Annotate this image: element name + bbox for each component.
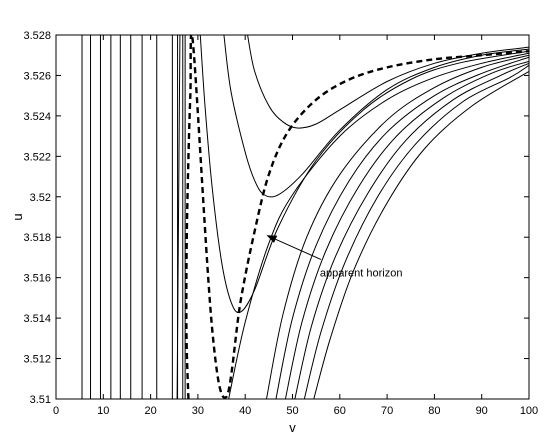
series-curve-6 xyxy=(275,56,529,399)
x-tick-label: 90 xyxy=(476,405,488,417)
x-tick-label: 70 xyxy=(381,405,393,417)
x-tick-label: 40 xyxy=(239,405,251,417)
y-tick-label: 3.512 xyxy=(23,354,51,366)
y-tick-label: 3.526 xyxy=(23,70,51,82)
series-curve-7 xyxy=(284,60,529,399)
tick-labels: 0 10 20 30 40 50 60 70 80 90 100 3.51 3.512 3.514 3.51… xyxy=(23,30,538,417)
apparent-horizon-curve xyxy=(185,35,529,399)
y-tick-label: 3.518 xyxy=(23,232,51,244)
y-tick-label: 3.524 xyxy=(23,111,51,123)
y-tick-label: 3.514 xyxy=(23,313,51,325)
y-axis-label: u xyxy=(10,213,25,220)
series-curve-4 xyxy=(228,52,529,399)
x-tick-label: 100 xyxy=(520,405,538,417)
y-tick-label: 3.522 xyxy=(23,151,51,163)
series-curve-3 xyxy=(199,35,529,314)
x-tick-label: 0 xyxy=(53,405,59,417)
annotation-arrow xyxy=(275,238,322,260)
x-tick-label: 80 xyxy=(428,405,440,417)
annotation: apparent horizon xyxy=(266,235,403,280)
series-curve-1 xyxy=(247,35,529,129)
x-tick-label: 10 xyxy=(97,405,109,417)
plot-area xyxy=(81,35,529,399)
x-tick-label: 20 xyxy=(144,405,156,417)
series-curve-8 xyxy=(294,62,529,399)
series-curve-9 xyxy=(303,64,529,399)
x-tick-label: 50 xyxy=(286,405,298,417)
series-curve-2 xyxy=(223,35,529,198)
x-tick-label: 30 xyxy=(192,405,204,417)
x-axis-label: v xyxy=(289,420,296,435)
y-tick-label: 3.52 xyxy=(30,192,51,204)
annotation-label: apparent horizon xyxy=(320,268,403,280)
annotation-arrowhead xyxy=(266,235,278,243)
y-tick-label: 3.528 xyxy=(23,30,51,42)
series-curve-10 xyxy=(313,70,529,399)
series-curve-11 xyxy=(176,35,181,399)
series-curve-5 xyxy=(265,54,529,399)
y-tick-label: 3.516 xyxy=(23,273,51,285)
y-tick-label: 3.51 xyxy=(30,394,51,406)
ticks xyxy=(55,34,530,400)
x-tick-label: 60 xyxy=(334,405,346,417)
